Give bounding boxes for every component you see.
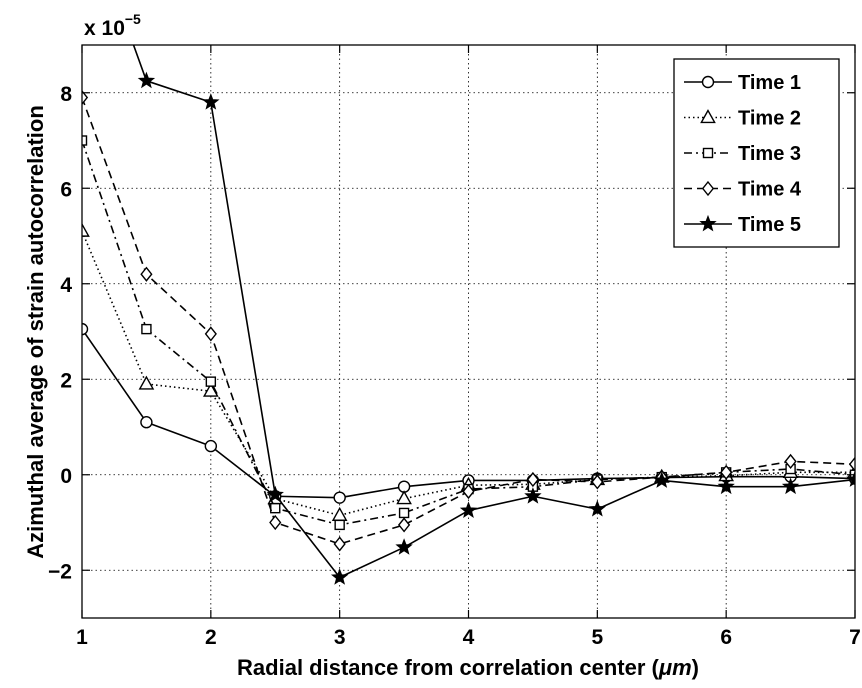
data-point-time-1 (333, 491, 346, 504)
data-point-time-5 (588, 500, 607, 517)
data-point-time-4 (462, 483, 475, 500)
data-point-time-5 (395, 538, 413, 555)
data-point-time-5 (781, 477, 800, 495)
legend: Time 1 Time 2 Time 3 Time 4 Time 5 (673, 58, 840, 248)
data-point-time-5 (330, 568, 349, 585)
data-point-time-5 (202, 93, 220, 110)
data-point-time-2 (82, 222, 90, 237)
y-tick-label: 2 (60, 369, 72, 392)
data-point-time-3 (334, 519, 345, 531)
data-point-time-1 (140, 416, 153, 429)
y-tick-label: 4 (60, 274, 72, 297)
data-point-time-5 (137, 71, 156, 89)
data-point-time-4 (848, 456, 855, 472)
y-tick-label: 0 (60, 465, 72, 488)
legend-marker (701, 180, 715, 197)
data-point-time-4 (140, 266, 153, 282)
data-point-time-4 (269, 514, 282, 531)
data-point-time-2 (202, 382, 219, 397)
x-axis-title: Radial distance from correlation center … (237, 655, 699, 680)
legend-marker (699, 214, 717, 232)
data-point-time-5 (266, 485, 284, 503)
data-point-time-4 (204, 326, 217, 342)
data-point-time-3 (205, 376, 217, 387)
data-point-time-1 (82, 322, 89, 336)
data-point-time-3 (141, 323, 152, 335)
legend-entry-time-2: Time 2 (684, 108, 801, 130)
series-time-4 (82, 89, 855, 552)
legend-label: Time 2 (738, 108, 801, 130)
legend-entry-time-5: Time 5 (684, 214, 801, 236)
data-point-time-3 (270, 502, 281, 514)
data-point-time-3 (398, 507, 410, 519)
x-tick-label: 4 (463, 626, 475, 649)
series-layer (82, 45, 855, 585)
legend-label: Time 1 (738, 72, 801, 94)
x-tick-label: 6 (720, 626, 732, 649)
ticks: 1 2 3 4 5 6 7 −2 0 2 4 6 8 (48, 45, 861, 649)
data-point-time-5 (846, 470, 855, 487)
legend-label: Time 3 (738, 143, 801, 165)
data-point-time-5 (653, 471, 671, 488)
data-point-time-5 (717, 477, 735, 495)
data-point-time-4 (526, 471, 540, 488)
data-point-time-3 (82, 135, 88, 146)
y-tick-label: −2 (48, 560, 72, 583)
data-point-time-4 (333, 536, 346, 552)
series-time-5 (132, 45, 855, 585)
x-tick-label: 1 (76, 626, 88, 649)
data-point-time-1 (204, 439, 218, 453)
data-point-time-4 (397, 517, 411, 533)
data-point-time-4 (784, 453, 797, 470)
legend-box (673, 58, 840, 248)
x-tick-label: 3 (334, 626, 346, 649)
y-tick-label: 6 (60, 178, 72, 201)
data-point-time-5 (524, 487, 542, 504)
legend-marker (701, 75, 715, 89)
data-point-time-2 (138, 375, 155, 390)
data-point-time-4 (82, 89, 89, 106)
x-tick-label: 5 (591, 626, 603, 649)
y-multiplier: x 10−5 (84, 11, 141, 40)
legend-marker (702, 147, 714, 159)
legend-marker (700, 109, 716, 124)
x-tick-label: 7 (849, 626, 861, 649)
legend-entry-time-1: Time 1 (684, 72, 801, 94)
legend-entry-time-4: Time 4 (684, 179, 802, 201)
legend-label: Time 5 (738, 214, 801, 236)
data-point-time-2 (396, 490, 412, 505)
data-point-time-4 (591, 474, 604, 490)
legend-label: Time 4 (738, 179, 802, 201)
legend-entry-time-3: Time 3 (684, 143, 801, 165)
data-point-time-5 (459, 501, 478, 518)
y-tick-label: 8 (60, 83, 72, 106)
y-axis-title: Azimuthal average of strain autocorrelat… (23, 105, 48, 559)
x-tick-label: 2 (205, 626, 217, 649)
